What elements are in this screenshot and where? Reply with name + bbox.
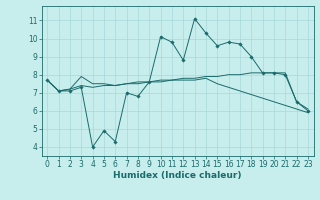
X-axis label: Humidex (Indice chaleur): Humidex (Indice chaleur)	[113, 171, 242, 180]
